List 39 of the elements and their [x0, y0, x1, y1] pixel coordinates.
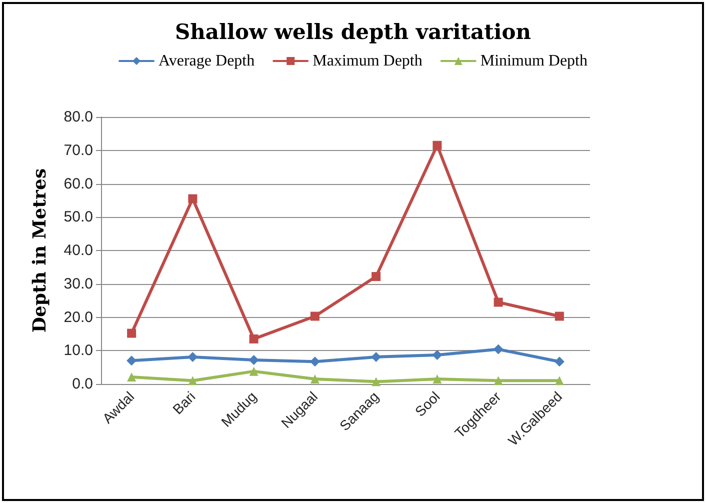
point: [372, 272, 381, 282]
y-tick-label: 0.0: [72, 376, 93, 392]
chart-title: Shallow wells depth varitation: [174, 19, 532, 44]
point: [127, 372, 136, 382]
point: [371, 352, 382, 362]
legend-label: Minimum Depth: [480, 52, 588, 70]
legend-label: Maximum Depth: [312, 52, 422, 70]
point: [372, 377, 381, 386]
y-tick-label: 70.0: [64, 142, 93, 159]
point: [432, 140, 442, 150]
point: [249, 366, 258, 376]
y-tick-label: 80.0: [64, 108, 93, 126]
point: [554, 312, 564, 321]
point: [494, 298, 503, 307]
point: [126, 356, 137, 366]
point: [310, 374, 320, 384]
y-tick-label: 20.0: [64, 308, 93, 326]
point: [554, 376, 564, 386]
point: [249, 334, 258, 344]
y-tick-label: 10.0: [64, 342, 93, 360]
point: [554, 356, 564, 367]
x-tick-label: Bari: [169, 388, 198, 418]
point: [188, 376, 198, 386]
y-tick-label: 60.0: [64, 175, 93, 192]
point: [432, 374, 442, 384]
point: [494, 376, 503, 386]
y-tick-label: 50.0: [64, 208, 93, 226]
legend-label: Average Depth: [158, 52, 255, 70]
point: [127, 328, 136, 338]
point: [432, 350, 442, 360]
point: [493, 344, 504, 354]
point: [188, 194, 198, 204]
y-axis-title: Depth in Metres: [30, 168, 50, 333]
y-tick-label: 30.0: [64, 275, 93, 292]
point: [310, 356, 320, 367]
point: [188, 352, 198, 362]
point: [310, 312, 320, 321]
point: [248, 354, 259, 365]
y-tick-label: 40.0: [64, 242, 93, 259]
